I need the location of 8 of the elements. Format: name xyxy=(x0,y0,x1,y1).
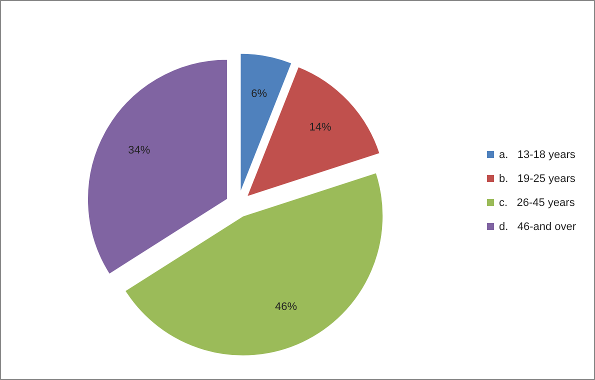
data-label: 46% xyxy=(275,300,298,313)
data-label: 34% xyxy=(128,144,150,157)
legend-label: d. 46-and over xyxy=(499,220,576,233)
legend-label: c. 26-45 years xyxy=(499,196,576,209)
legend-label: a. 13-18 years xyxy=(499,148,576,161)
data-label: 6% xyxy=(251,88,268,100)
data-label: 14% xyxy=(309,122,332,134)
legend-label: b. 19-25 years xyxy=(499,172,576,185)
